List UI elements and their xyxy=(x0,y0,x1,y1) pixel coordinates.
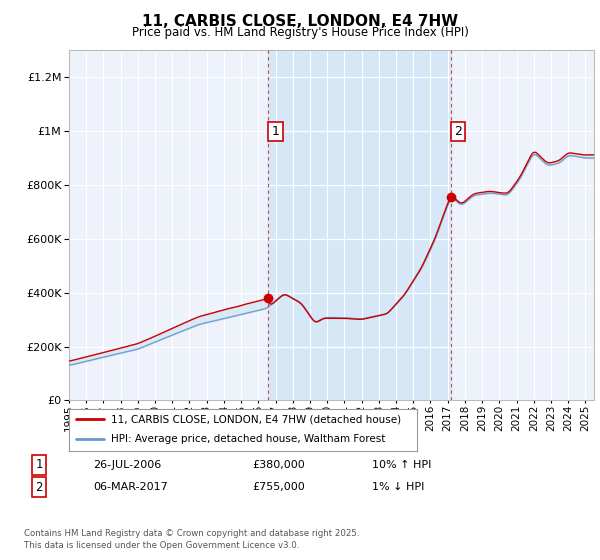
Text: HPI: Average price, detached house, Waltham Forest: HPI: Average price, detached house, Walt… xyxy=(111,434,385,444)
Text: 2: 2 xyxy=(35,480,43,494)
Text: 1: 1 xyxy=(35,458,43,472)
Text: Contains HM Land Registry data © Crown copyright and database right 2025.
This d: Contains HM Land Registry data © Crown c… xyxy=(24,529,359,550)
Text: Price paid vs. HM Land Registry's House Price Index (HPI): Price paid vs. HM Land Registry's House … xyxy=(131,26,469,39)
Text: 26-JUL-2006: 26-JUL-2006 xyxy=(93,460,161,470)
Text: £380,000: £380,000 xyxy=(252,460,305,470)
Text: 11, CARBIS CLOSE, LONDON, E4 7HW (detached house): 11, CARBIS CLOSE, LONDON, E4 7HW (detach… xyxy=(111,414,401,424)
Text: 2: 2 xyxy=(454,125,462,138)
Text: £755,000: £755,000 xyxy=(252,482,305,492)
Bar xyxy=(268,50,451,400)
Text: 11, CARBIS CLOSE, LONDON, E4 7HW: 11, CARBIS CLOSE, LONDON, E4 7HW xyxy=(142,14,458,29)
Text: 10% ↑ HPI: 10% ↑ HPI xyxy=(372,460,431,470)
Text: 1: 1 xyxy=(272,125,280,138)
Text: 1% ↓ HPI: 1% ↓ HPI xyxy=(372,482,424,492)
Text: 06-MAR-2017: 06-MAR-2017 xyxy=(93,482,168,492)
